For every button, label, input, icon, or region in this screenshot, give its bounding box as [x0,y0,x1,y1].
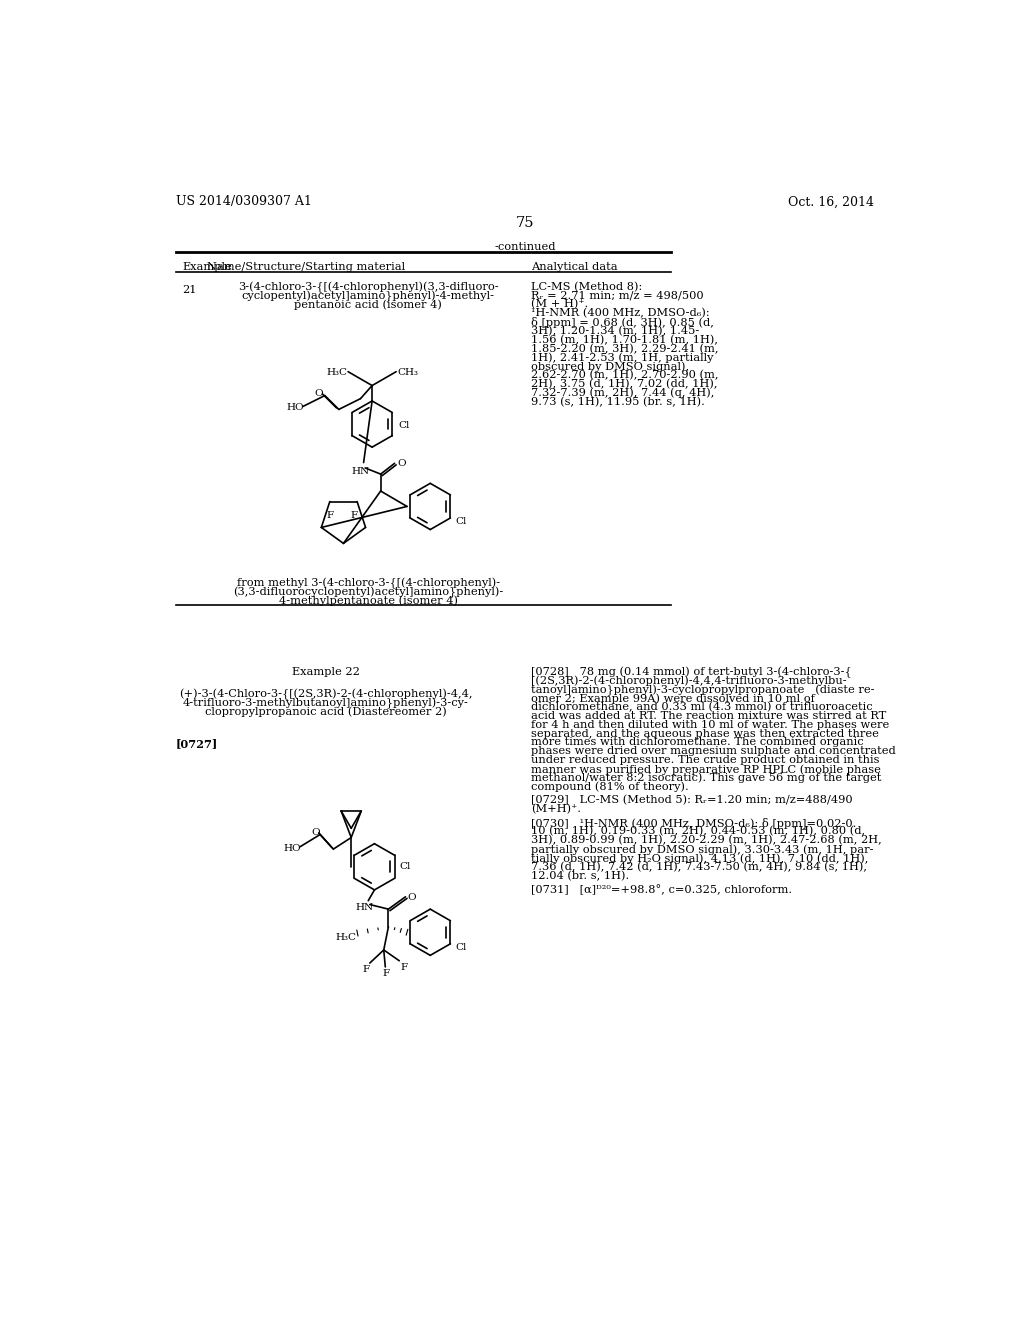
Text: more times with dichloromethane. The combined organic: more times with dichloromethane. The com… [531,738,863,747]
Text: O: O [397,459,406,469]
Text: HN: HN [356,903,374,912]
Text: 21: 21 [182,285,197,296]
Text: Name/Structure/Starting material: Name/Structure/Starting material [207,261,406,272]
Text: (M + H)⁺.: (M + H)⁺. [531,300,588,310]
Text: 75: 75 [515,216,535,230]
Text: 7.36 (d, 1H), 7.42 (d, 1H), 7.43-7.50 (m, 4H), 9.84 (s, 1H),: 7.36 (d, 1H), 7.42 (d, 1H), 7.43-7.50 (m… [531,862,867,873]
Text: 3H), 1.20-1.34 (m, 1H), 1.45-: 3H), 1.20-1.34 (m, 1H), 1.45- [531,326,699,337]
Text: O: O [311,829,319,837]
Text: (M+H)⁺.: (M+H)⁺. [531,804,581,814]
Text: Cl: Cl [455,942,466,952]
Text: (3,3-difluorocyclopentyl)acetyl]amino}phenyl)-: (3,3-difluorocyclopentyl)acetyl]amino}ph… [233,587,504,598]
Text: HN: HN [351,467,370,477]
Text: 1H), 2.41-2.53 (m, 1H, partially: 1H), 2.41-2.53 (m, 1H, partially [531,352,714,363]
Text: cyclopentyl)acetyl]amino}phenyl)-4-methyl-: cyclopentyl)acetyl]amino}phenyl)-4-methy… [242,290,495,302]
Text: [0730]   ¹H-NMR (400 MHz, DMSO-d₆): δ [ppm]=0.02-0.: [0730] ¹H-NMR (400 MHz, DMSO-d₆): δ [ppm… [531,817,856,829]
Text: 12.04 (br. s, 1H).: 12.04 (br. s, 1H). [531,871,630,880]
Text: O: O [408,892,417,902]
Text: under reduced pressure. The crude product obtained in this: under reduced pressure. The crude produc… [531,755,880,766]
Text: [0731]   [α]ᴰ²⁰=+98.8°, c=0.325, chloroform.: [0731] [α]ᴰ²⁰=+98.8°, c=0.325, chlorofor… [531,884,793,895]
Text: HO: HO [283,843,301,853]
Text: partially obscured by DMSO signal), 3.30-3.43 (m, 1H, par-: partially obscured by DMSO signal), 3.30… [531,843,873,854]
Text: tially obscured by H₂O signal), 4.13 (d, 1H), 7.10 (dd, 1H),: tially obscured by H₂O signal), 4.13 (d,… [531,853,868,863]
Text: 10 (m, 1H), 0.19-0.33 (m, 2H), 0.44-0.53 (m, 1H), 0.80 (d,: 10 (m, 1H), 0.19-0.33 (m, 2H), 0.44-0.53… [531,826,865,837]
Text: from methyl 3-(4-chloro-3-{[(4-chlorophenyl)-: from methyl 3-(4-chloro-3-{[(4-chlorophe… [237,578,500,590]
Text: δ [ppm] = 0.68 (d, 3H), 0.85 (d,: δ [ppm] = 0.68 (d, 3H), 0.85 (d, [531,317,714,329]
Text: for 4 h and then diluted with 10 ml of water. The phases were: for 4 h and then diluted with 10 ml of w… [531,719,889,730]
Text: 4-trifluoro-3-methylbutanoyl]amino}phenyl)-3-cy-: 4-trifluoro-3-methylbutanoyl]amino}pheny… [182,697,469,709]
Text: HO: HO [286,404,304,412]
Text: H₃C: H₃C [336,933,356,942]
Text: clopropylpropanoic acid (Diastereomer 2): clopropylpropanoic acid (Diastereomer 2) [205,706,446,717]
Text: 2.62-2.70 (m, 1H), 2.70-2.90 (m,: 2.62-2.70 (m, 1H), 2.70-2.90 (m, [531,370,719,380]
Text: methanol/water 8:2 isocratic). This gave 56 mg of the target: methanol/water 8:2 isocratic). This gave… [531,774,882,784]
Text: CH₃: CH₃ [397,368,419,376]
Text: Rᵣ = 2.71 min; m/z = 498/500: Rᵣ = 2.71 min; m/z = 498/500 [531,290,703,301]
Text: dichloromethane, and 0.33 ml (4.3 mmol) of trifluoroacetic: dichloromethane, and 0.33 ml (4.3 mmol) … [531,702,872,713]
Text: Analytical data: Analytical data [531,261,617,272]
Text: (+)-3-(4-Chloro-3-{[(2S,3R)-2-(4-chlorophenyl)-4,4,: (+)-3-(4-Chloro-3-{[(2S,3R)-2-(4-chlorop… [179,688,472,700]
Text: [0728]   78 mg (0.14 mmol) of tert-butyl 3-(4-chloro-3-{: [0728] 78 mg (0.14 mmol) of tert-butyl 3… [531,667,852,678]
Text: LC-MS (Method 8):: LC-MS (Method 8): [531,281,642,292]
Text: Oct. 16, 2014: Oct. 16, 2014 [787,195,873,209]
Text: Cl: Cl [398,421,410,430]
Text: US 2014/0309307 A1: US 2014/0309307 A1 [176,195,312,209]
Text: omer 2; Example 99A) were dissolved in 10 ml of: omer 2; Example 99A) were dissolved in 1… [531,693,815,704]
Text: 7.32-7.39 (m, 2H), 7.44 (q, 4H),: 7.32-7.39 (m, 2H), 7.44 (q, 4H), [531,388,715,399]
Text: 3H), 0.89-0.99 (m, 1H), 2.20-2.29 (m, 1H), 2.47-2.68 (m, 2H,: 3H), 0.89-0.99 (m, 1H), 2.20-2.29 (m, 1H… [531,836,882,846]
Text: Cl: Cl [399,862,411,871]
Text: 9.73 (s, 1H), 11.95 (br. s, 1H).: 9.73 (s, 1H), 11.95 (br. s, 1H). [531,397,705,407]
Text: 2H), 3.75 (d, 1H), 7.02 (dd, 1H),: 2H), 3.75 (d, 1H), 7.02 (dd, 1H), [531,379,718,389]
Text: tanoyl]amino}phenyl)-3-cyclopropylpropanoate   (diaste re-: tanoyl]amino}phenyl)-3-cyclopropylpropan… [531,684,874,696]
Text: pentanoic acid (isomer 4): pentanoic acid (isomer 4) [294,300,442,310]
Text: phases were dried over magnesium sulphate and concentrated: phases were dried over magnesium sulphat… [531,746,896,756]
Text: F: F [327,511,334,520]
Text: manner was purified by preparative RP HPLC (mobile phase: manner was purified by preparative RP HP… [531,764,881,775]
Text: 1.56 (m, 1H), 1.70-1.81 (m, 1H),: 1.56 (m, 1H), 1.70-1.81 (m, 1H), [531,335,718,345]
Text: -continued: -continued [494,242,556,252]
Text: F: F [400,964,408,972]
Text: F: F [351,511,358,520]
Text: Example 22: Example 22 [292,667,359,677]
Text: [0729]   LC-MS (Method 5): Rᵣ=1.20 min; m/z=488/490: [0729] LC-MS (Method 5): Rᵣ=1.20 min; m/… [531,795,853,805]
Text: O: O [314,389,324,399]
Text: ¹H-NMR (400 MHz, DMSO-d₆):: ¹H-NMR (400 MHz, DMSO-d₆): [531,308,710,318]
Text: 4-methylpentanoate (isomer 4): 4-methylpentanoate (isomer 4) [279,595,458,606]
Text: Example: Example [182,261,232,272]
Text: 1.85-2.20 (m, 3H), 2.29-2.41 (m,: 1.85-2.20 (m, 3H), 2.29-2.41 (m, [531,343,719,354]
Text: obscured by DMSO signal),: obscured by DMSO signal), [531,362,689,372]
Text: [(2S,3R)-2-(4-chlorophenyl)-4,4,4-trifluoro-3-methylbu-: [(2S,3R)-2-(4-chlorophenyl)-4,4,4-triflu… [531,676,847,686]
Text: acid was added at RT. The reaction mixture was stirred at RT: acid was added at RT. The reaction mixtu… [531,711,886,721]
Text: separated, and the aqueous phase was then extracted three: separated, and the aqueous phase was the… [531,729,879,739]
Text: Cl: Cl [455,517,466,527]
Text: [0727]: [0727] [176,738,218,750]
Text: H₃C: H₃C [327,368,347,376]
Text: F: F [382,969,389,978]
Text: compound (81% of theory).: compound (81% of theory). [531,781,689,792]
Text: F: F [362,965,370,974]
Text: 3-(4-chloro-3-{[(4-chlorophenyl)(3,3-difluoro-: 3-(4-chloro-3-{[(4-chlorophenyl)(3,3-dif… [238,281,499,293]
